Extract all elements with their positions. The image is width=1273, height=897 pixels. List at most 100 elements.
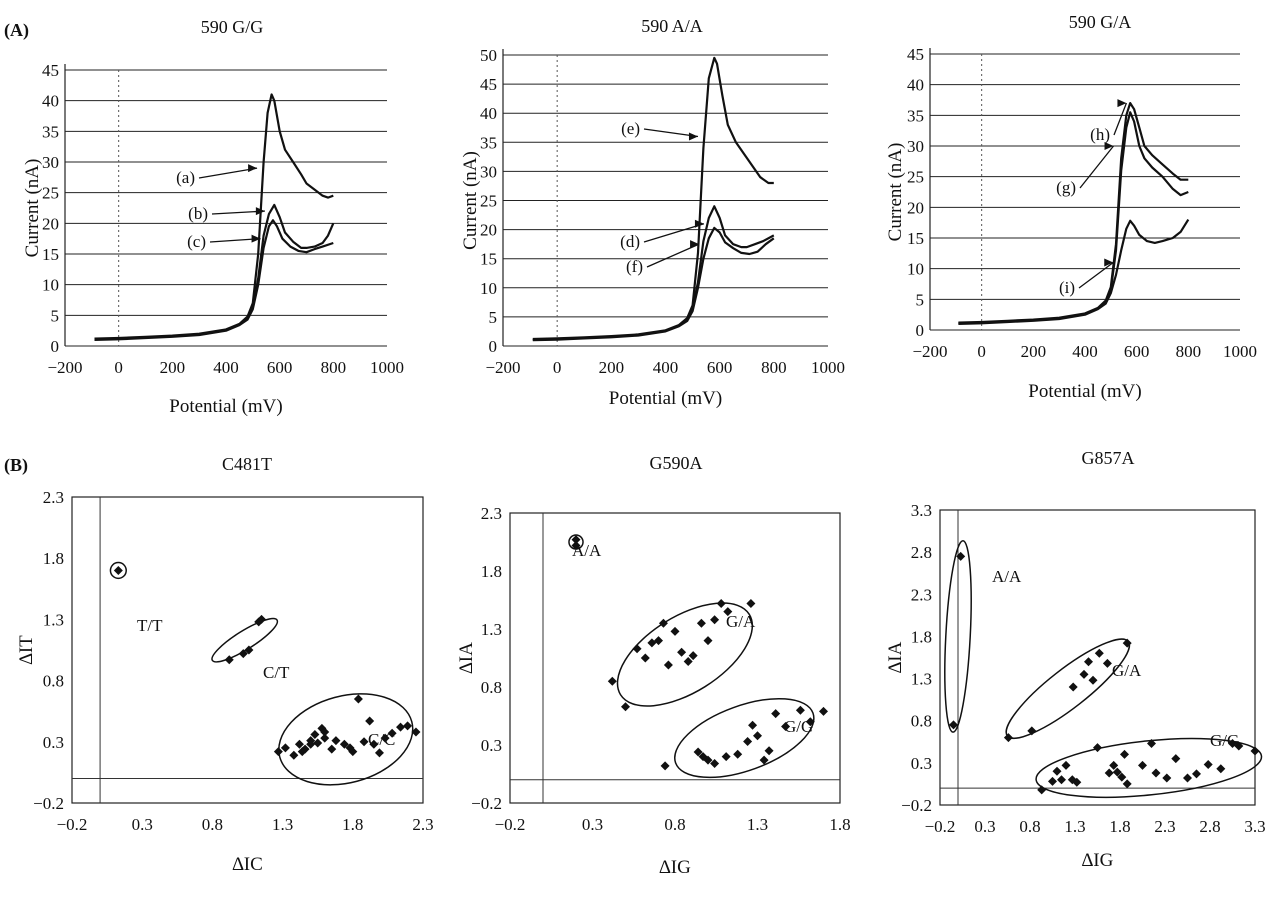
chart5-group-ellipse [674,697,815,779]
chart3-arrow-head [1117,99,1127,108]
chart2-y-tick-label: 5 [489,308,498,327]
chart5-data-point [571,540,581,550]
chart4-title: C481T [222,454,272,474]
chart5-data-point [703,755,713,765]
chart4-x-axis-label: ∆IC [232,854,263,875]
chart1-series-line [94,219,334,341]
chart4-y-tick-label: 0.3 [43,733,64,752]
chart4-data-point [320,727,330,737]
chart6-y-tick-label: −0.2 [901,796,932,815]
chart3-x-tick-label: 600 [1124,342,1150,361]
chart4-data-point [387,728,397,738]
chart5-data-point [693,747,703,757]
chart5-data-point [670,626,680,636]
chart4-data-point [280,743,290,753]
chart5-y-tick-label: 1.8 [481,562,502,581]
chart6-y-tick-label: 1.8 [911,627,932,646]
chart5-data-point [771,709,781,719]
chart4-group-label: T/T [137,616,163,635]
chart4-data-point [313,738,323,748]
chart5-data-point [607,676,617,686]
chart1-y-tick-label: 45 [42,61,59,80]
chart1-y-tick-label: 10 [42,276,59,295]
chart1-y-tick-label: 35 [42,122,59,141]
chart6-data-point [1003,733,1013,743]
chart6-group-ellipse [1005,638,1131,740]
chart1-x-tick-label: −200 [47,358,82,377]
chart4-x-tick-label: 1.8 [342,815,363,834]
chart4-group-ellipse [278,693,414,786]
chart4-y-tick-label: 1.3 [43,610,64,629]
chart4-y-axis-label: ∆IT [16,635,37,665]
panel-label-a: (A) [4,20,29,41]
chart4-data-point [320,733,330,743]
chart3-x-tick-label: 200 [1021,342,1047,361]
chart6-x-tick-label: 1.3 [1064,817,1085,836]
chart5-data-point [658,618,668,628]
chart6-data-point [949,720,958,730]
chart1-x-tick-label: 200 [160,358,186,377]
chart4-data-point [359,737,369,747]
chart3-y-tick-label: 45 [907,45,924,64]
chart6-x-tick-label: 3.3 [1244,817,1265,836]
chart5-y-tick-label: 0.3 [481,736,502,755]
chart4-data-point [306,739,316,749]
chart1-arrow-head [255,207,265,216]
chart5-data-point [683,656,693,666]
chart2-arrow-head [694,219,704,228]
chart2-y-tick-label: 50 [480,46,497,65]
chart4-x-tick-label: 0.3 [132,815,153,834]
chart5-data-point [764,746,774,756]
chart4-data-point [273,747,283,757]
chart6-data-point [1061,760,1071,770]
chart5-data-point [710,759,720,769]
chart4-data-point [297,747,307,757]
chart1-y-tick-label: 20 [42,214,59,233]
chart6-y-tick-label: 2.8 [911,543,932,562]
chart2-y-tick-label: 30 [480,162,497,181]
chart2-y-tick-label: 10 [480,279,497,298]
chart2-arrow-head [690,240,700,249]
chart5-data-point [759,755,769,765]
chart5-data-point [753,731,762,741]
chart2-y-tick-label: 20 [480,221,497,240]
chart4-y-tick-label: 1.8 [43,549,64,568]
chart4-data-point [403,721,413,731]
chart5-group-label: G/A [726,612,756,631]
chart4-data-point [327,744,337,754]
chart4-data-point [289,750,299,760]
chart4-data-point [365,716,375,726]
chart6-data-point [1171,754,1181,764]
chart5-data-point [688,651,698,661]
chart6-data-point [956,551,966,561]
chart2-annotation-label: (f) [626,257,643,276]
chart6-data-point [1084,657,1093,667]
chart6-data-point [1192,769,1201,779]
chart6-data-point [1057,775,1066,785]
chart5-data-point [663,660,673,670]
chart6-group-label: G/G [1210,731,1239,750]
chart6-x-tick-label: 0.8 [1019,817,1040,836]
chart3-x-tick-label: −200 [912,342,947,361]
chart2-x-tick-label: 600 [707,358,733,377]
chart5-data-point [781,721,791,731]
chart6-y-axis-label: ∆IA [885,641,906,673]
chart6-data-point [1094,648,1104,658]
chart2-y-tick-label: 15 [480,250,497,269]
chart4-data-point [294,739,304,749]
chart4-x-tick-label: −0.2 [57,815,88,834]
chart3-arrow-head [1104,258,1114,267]
chart3-x-tick-label: 400 [1072,342,1098,361]
chart1-x-tick-label: 0 [114,358,123,377]
chart6-data-point [1068,682,1078,692]
chart1-annotation-label: (c) [187,232,206,251]
chart6-data-point [1203,760,1213,770]
chart6-data-point [1109,760,1119,770]
chart5-title: G590A [650,453,703,473]
chart4-x-tick-label: 2.3 [412,815,433,834]
chart4-data-point [369,739,379,749]
chart3-y-tick-label: 15 [907,229,924,248]
chart5-x-tick-label: 0.8 [664,815,685,834]
chart5-data-point [716,598,726,608]
chart3-annotation-arrow [1113,102,1128,136]
